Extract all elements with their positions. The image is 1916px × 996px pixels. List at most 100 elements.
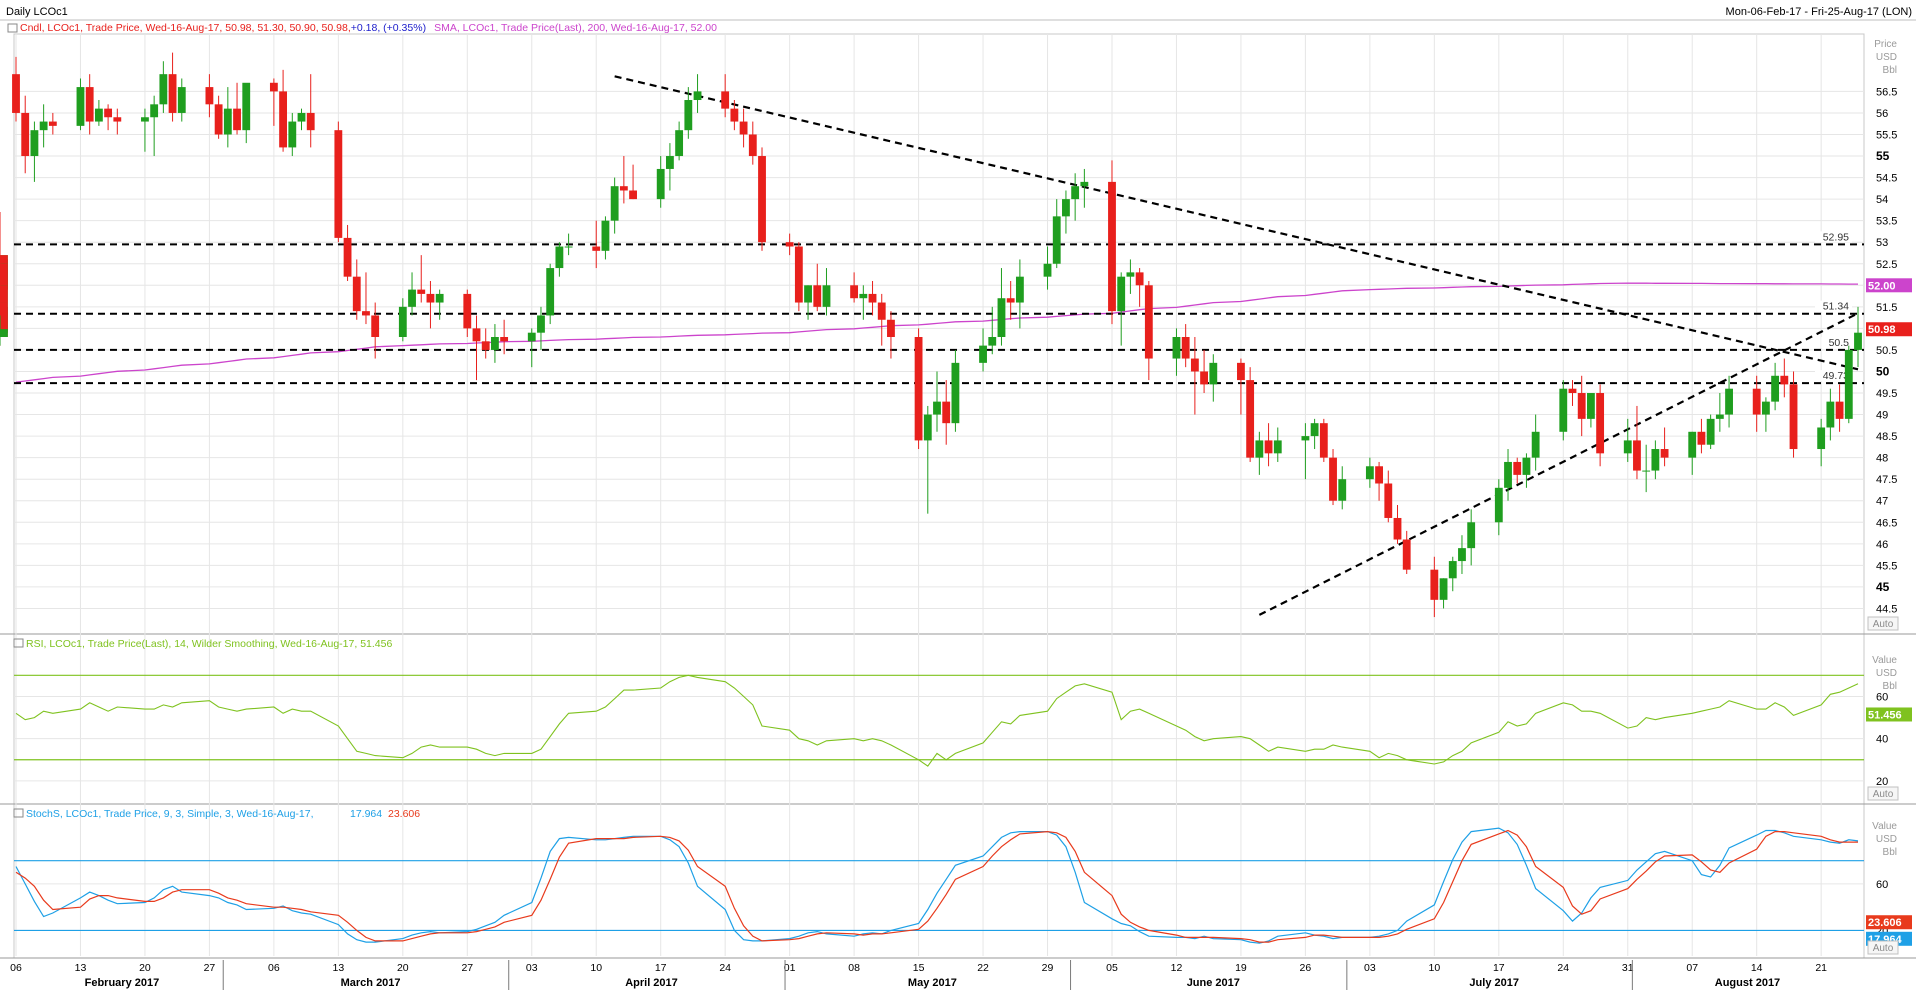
candle[interactable] xyxy=(288,112,297,157)
candle[interactable] xyxy=(1375,461,1383,501)
candle[interactable] xyxy=(85,74,94,135)
trendline[interactable] xyxy=(1258,312,1859,616)
candle[interactable] xyxy=(1642,444,1651,493)
candle[interactable] xyxy=(1200,349,1209,394)
candle[interactable] xyxy=(656,156,665,208)
candle[interactable] xyxy=(30,121,39,182)
candle[interactable] xyxy=(39,104,48,148)
candle[interactable] xyxy=(1513,457,1522,484)
candle[interactable] xyxy=(1725,375,1733,428)
candle[interactable] xyxy=(675,121,684,161)
candle[interactable] xyxy=(1393,505,1402,544)
candle[interactable] xyxy=(1144,280,1153,381)
candle[interactable] xyxy=(1596,384,1605,467)
candle[interactable] xyxy=(527,328,536,368)
candle[interactable] xyxy=(804,285,812,320)
candle[interactable] xyxy=(1458,535,1466,574)
candle[interactable] xyxy=(1190,337,1199,415)
candle[interactable] xyxy=(1494,479,1503,536)
candle[interactable] xyxy=(1237,358,1245,415)
candle[interactable] xyxy=(693,74,702,113)
candle[interactable] xyxy=(214,95,223,139)
candle[interactable] xyxy=(979,328,987,372)
candle[interactable] xyxy=(813,263,822,312)
candle[interactable] xyxy=(1430,556,1439,618)
candle[interactable] xyxy=(1365,457,1374,488)
candle[interactable] xyxy=(537,306,545,350)
candle[interactable] xyxy=(619,156,628,204)
candle[interactable] xyxy=(748,121,757,165)
candle[interactable] xyxy=(1126,259,1135,294)
candle[interactable] xyxy=(555,242,564,277)
candle[interactable] xyxy=(997,268,1006,346)
candle[interactable] xyxy=(1172,328,1181,376)
candle[interactable] xyxy=(1264,423,1273,467)
candle[interactable] xyxy=(1771,362,1780,411)
candle[interactable] xyxy=(1706,414,1715,450)
candle[interactable] xyxy=(721,74,730,118)
candle[interactable] xyxy=(21,95,30,174)
candle[interactable] xyxy=(887,311,895,359)
candle[interactable] xyxy=(12,56,20,122)
candle[interactable] xyxy=(1338,466,1347,510)
candle[interactable] xyxy=(988,306,997,355)
candle[interactable] xyxy=(1568,380,1577,406)
candle[interactable] xyxy=(933,371,941,432)
candle[interactable] xyxy=(408,272,416,316)
candle[interactable] xyxy=(1273,427,1282,462)
candle[interactable] xyxy=(684,87,693,139)
candle[interactable] xyxy=(1246,367,1255,462)
candle[interactable] xyxy=(1117,272,1126,346)
candle[interactable] xyxy=(610,177,619,234)
candle[interactable] xyxy=(868,280,877,316)
candle[interactable] xyxy=(1559,380,1568,441)
candle[interactable] xyxy=(0,280,8,303)
candle[interactable] xyxy=(141,108,149,152)
candle[interactable] xyxy=(426,280,435,329)
candle[interactable] xyxy=(942,380,951,445)
candle[interactable] xyxy=(1006,280,1015,320)
candle[interactable] xyxy=(352,259,361,320)
candle[interactable] xyxy=(1577,375,1586,437)
candle[interactable] xyxy=(94,100,103,126)
candle[interactable] xyxy=(877,293,886,346)
candle[interactable] xyxy=(923,405,932,514)
candle[interactable] xyxy=(223,87,232,148)
candle[interactable] xyxy=(785,233,794,256)
candle[interactable] xyxy=(1826,388,1835,441)
candle[interactable] xyxy=(1780,358,1789,398)
candle[interactable] xyxy=(601,216,610,260)
candle[interactable] xyxy=(1439,578,1448,609)
candle[interactable] xyxy=(1789,371,1798,458)
candle[interactable] xyxy=(1835,384,1844,432)
candle[interactable] xyxy=(491,324,499,363)
candle[interactable] xyxy=(1329,449,1337,506)
candle[interactable] xyxy=(1697,418,1706,454)
candle[interactable] xyxy=(730,100,739,131)
candle[interactable] xyxy=(1071,173,1080,221)
stoch-auto-button[interactable]: Auto xyxy=(1867,940,1899,955)
candle[interactable] xyxy=(951,349,960,432)
candle[interactable] xyxy=(113,108,122,135)
candle[interactable] xyxy=(1633,405,1641,480)
candle[interactable] xyxy=(1135,268,1144,307)
candle[interactable] xyxy=(1586,393,1595,428)
candle[interactable] xyxy=(1384,470,1393,523)
candle[interactable] xyxy=(435,289,444,320)
candle[interactable] xyxy=(150,95,159,157)
candle[interactable] xyxy=(1531,414,1540,471)
candle[interactable] xyxy=(592,220,601,269)
candle[interactable] xyxy=(398,298,407,342)
candle[interactable] xyxy=(1301,423,1310,480)
candle[interactable] xyxy=(159,61,168,113)
candle[interactable] xyxy=(481,328,490,359)
candle[interactable] xyxy=(1761,397,1770,432)
candle[interactable] xyxy=(859,285,868,320)
candle[interactable] xyxy=(1715,393,1724,432)
candle[interactable] xyxy=(205,74,214,118)
candle[interactable] xyxy=(739,108,748,148)
candle[interactable] xyxy=(362,272,370,325)
candle[interactable] xyxy=(1080,168,1089,208)
candle[interactable] xyxy=(297,108,306,131)
candle[interactable] xyxy=(564,233,573,256)
